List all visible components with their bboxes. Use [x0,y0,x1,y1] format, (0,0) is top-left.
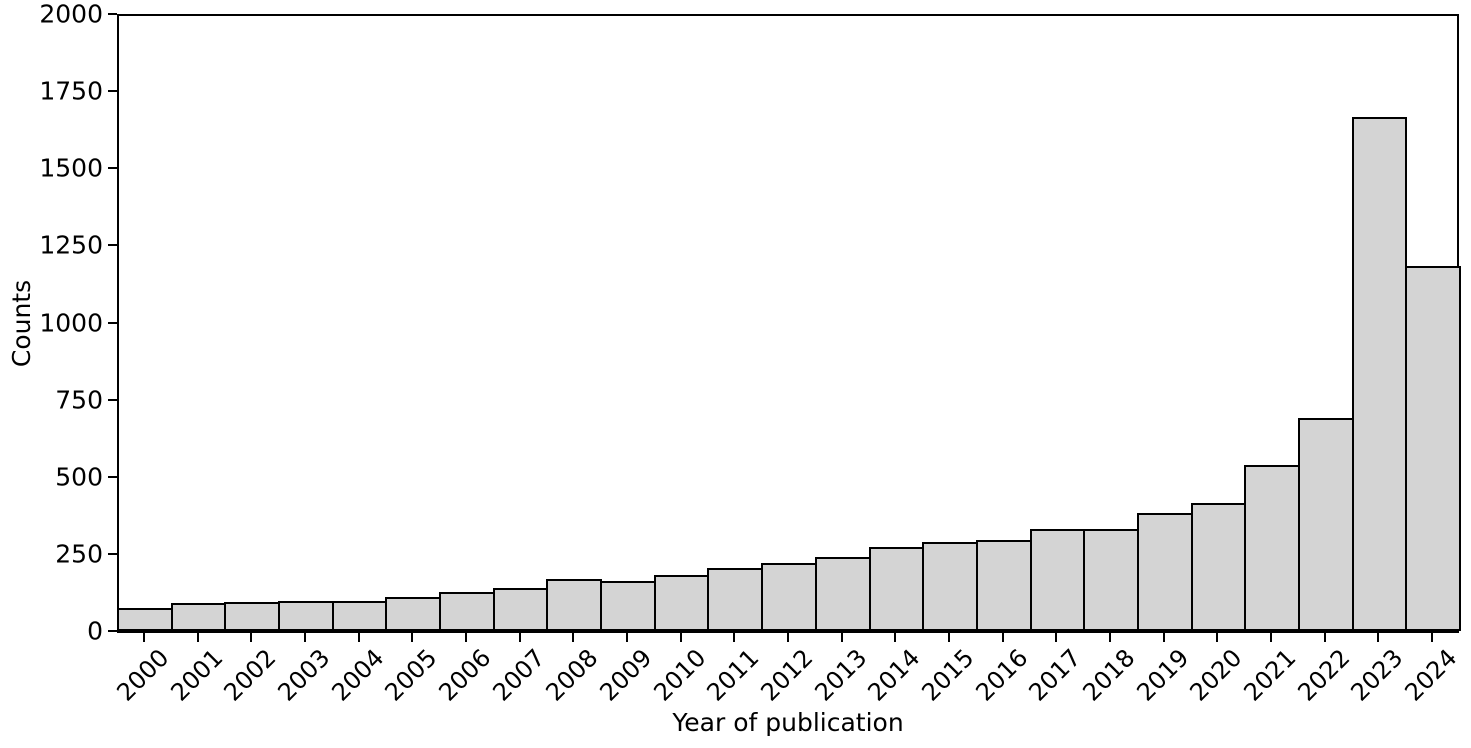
x-tick-label: 2016 [970,643,1034,707]
x-tick [1162,633,1165,642]
x-tick-label: 2010 [648,643,712,707]
y-tick-label: 250 [55,539,103,569]
x-tick-label: 2005 [379,643,443,707]
x-tick-label: 2011 [701,643,765,707]
x-tick [787,633,789,642]
x-tick-label: 2018 [1077,643,1141,707]
x-tick [250,633,253,642]
bar-2010 [653,575,710,631]
x-tick-label: 2002 [218,643,282,707]
x-tick-label: 2003 [272,643,336,707]
x-tick [142,633,145,642]
x-tick [894,633,897,642]
y-tick [108,398,117,401]
x-tick [679,633,682,642]
x-tick [1431,633,1434,642]
x-tick [411,633,414,642]
y-tick-label: 500 [55,462,103,492]
x-tick [1001,633,1004,642]
bar-2018 [1083,529,1139,631]
x-tick [1270,633,1273,642]
bar-2023 [1351,117,1408,631]
x-tick-label: 2007 [486,643,550,707]
bar-2016 [975,540,1032,631]
y-tick-label: 750 [55,385,103,415]
x-tick-label: 2004 [325,643,389,707]
bar-2015 [922,542,978,631]
x-tick [1323,633,1326,642]
bar-2002 [224,602,281,631]
bar-2014 [868,547,925,631]
y-tick-label: 2000 [39,0,103,29]
x-tick-label: 2008 [540,643,604,707]
bar-2019 [1136,513,1193,631]
x-tick-label: 2023 [1345,643,1409,707]
bar-2022 [1297,418,1354,631]
y-tick [108,167,117,170]
y-axis-title-box: Counts [0,14,44,633]
x-tick [1109,633,1112,642]
bar-2021 [1244,465,1300,631]
x-axis-title: Year of publication [672,708,904,737]
bar-2020 [1190,503,1247,631]
bar-2008 [546,579,603,631]
x-tick-label: 2000 [111,643,175,707]
y-tick-label: 0 [87,616,103,646]
x-tick-label: 2019 [1131,643,1195,707]
x-tick [1216,633,1219,642]
x-tick [733,633,736,642]
y-tick [108,475,117,478]
x-tick [464,633,467,642]
y-tick [108,13,117,15]
y-tick [108,90,117,93]
x-tick-label: 2020 [1184,643,1248,707]
x-tick-label: 2021 [1238,643,1302,707]
bar-2007 [492,588,549,631]
bar-2001 [170,603,227,631]
y-tick [108,321,117,324]
y-tick-label: 1500 [39,153,103,183]
bar-2006 [439,592,495,631]
bar-2005 [385,597,442,631]
x-tick [518,633,521,642]
bar-2009 [600,581,656,631]
x-tick-label: 2024 [1399,643,1463,707]
x-tick [625,633,628,642]
x-tick-label: 2009 [594,643,658,707]
x-tick [303,633,306,642]
bar-2004 [331,601,388,631]
x-tick [572,633,575,642]
bar-2011 [707,568,764,631]
y-tick [108,630,117,632]
plot-area [117,14,1461,633]
x-tick [1055,633,1058,642]
x-tick-label: 2006 [433,643,497,707]
x-tick-label: 2012 [755,643,819,707]
x-tick [357,633,360,642]
bar-2024 [1405,266,1461,631]
bar-2003 [278,601,334,631]
y-axis-title: Counts [7,279,37,368]
bar-2000 [117,608,173,631]
x-tick [1377,633,1380,642]
x-tick-label: 2017 [1023,643,1087,707]
x-tick [948,633,951,642]
x-tick-label: 2014 [862,643,926,707]
x-tick-label: 2022 [1292,643,1356,707]
bar-2017 [1029,529,1086,631]
y-tick-label: 1000 [39,308,103,337]
bar-2012 [761,563,817,631]
y-tick [108,244,117,247]
bar-2013 [814,557,871,631]
x-tick-label: 2013 [809,643,873,707]
y-tick-label: 1250 [39,230,103,260]
x-tick-label: 2001 [164,643,228,707]
x-tick-label: 2015 [916,643,980,707]
y-tick [108,552,117,555]
y-tick-label: 1750 [39,76,103,106]
x-tick [840,633,843,642]
x-tick [196,633,199,642]
